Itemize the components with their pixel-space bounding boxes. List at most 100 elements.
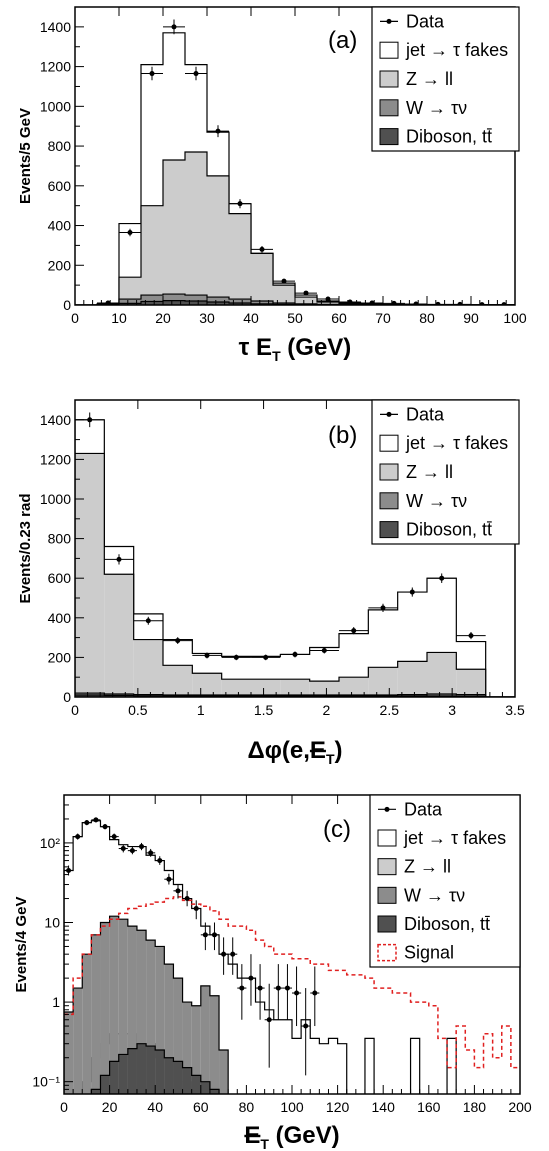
x-axis-label-sub: T	[326, 751, 335, 767]
data-point	[129, 848, 135, 854]
stack-bar-w-	[136, 930, 147, 1094]
panel-label: (c)	[323, 816, 351, 843]
y-tick-label: 1400	[40, 412, 71, 428]
stack-bar-diboson-tt-	[173, 1061, 183, 1094]
y-axis-label: Events/0.23 rad	[17, 493, 34, 603]
data-point	[148, 850, 154, 856]
data-point	[175, 888, 181, 894]
legend-label: Z → ll	[406, 462, 453, 482]
data-point	[84, 820, 90, 826]
y-tick-label: 800	[48, 531, 72, 547]
data-point	[211, 932, 217, 938]
stack-bar-diboson-tt-	[207, 302, 229, 305]
stack-bar-w-	[164, 964, 174, 1094]
stack-bar-w-	[229, 299, 251, 305]
legend-swatch-signal	[377, 943, 397, 962]
legend-label: Z → ll	[406, 69, 453, 89]
x-tick-label: 160	[417, 1099, 441, 1115]
data-point	[294, 990, 300, 996]
x-tick-label: 60	[331, 310, 347, 326]
data-point	[435, 301, 441, 305]
stack-bar-diboson-tt-	[191, 1075, 201, 1094]
x-axis-label-main: τ E	[239, 334, 272, 361]
x-axis-label-unit: (GeV)	[269, 1122, 340, 1149]
y-tick-label: 400	[48, 610, 72, 626]
legend-swatch	[379, 41, 399, 59]
stack-bar-diboson-tt-	[104, 695, 134, 697]
data-point	[145, 618, 151, 624]
chart-panel-2: 0 0.5 1 1.5 2 2.5 3 3.5 0 200 400 600 800 1000 1200 140…	[17, 399, 525, 767]
stack-bar-z-ll	[221, 679, 251, 697]
data-point	[284, 985, 290, 991]
x-tick-label: 120	[326, 1099, 350, 1115]
stack-bar-jet-fakes	[310, 1038, 320, 1094]
stack-bar-diboson-tt-	[109, 1061, 119, 1094]
stack-bar-w-	[127, 926, 137, 1094]
stack-bar-jet-fakes	[228, 964, 238, 1094]
data-point	[409, 589, 415, 595]
stack-bar-w-	[141, 295, 163, 305]
stack-bar-z-ll	[317, 302, 339, 305]
stack-bar-jet-fakes	[73, 836, 83, 1094]
stack-bar-diboson-tt-	[136, 1043, 147, 1094]
x-tick-label: 1.5	[254, 702, 274, 718]
data-point	[204, 652, 210, 658]
legend-swatch	[377, 829, 397, 847]
legend-label: Diboson, tt̄	[406, 520, 492, 540]
legend-swatch	[379, 521, 399, 539]
stack-bar-jet-fakes	[328, 1038, 338, 1094]
data-point	[239, 985, 245, 991]
legend-label: jet → τ fakes	[405, 433, 508, 453]
stack-bar-w-	[251, 301, 273, 305]
legend-data-marker	[384, 806, 390, 812]
y-tick-label: 600	[48, 178, 72, 194]
stack-bar-jet-fakes	[182, 898, 192, 1094]
y-tick-label: 0	[63, 689, 71, 705]
stack-outline-w-	[75, 293, 515, 305]
data-point	[275, 985, 281, 991]
data-point	[248, 975, 254, 981]
chart-panel-3: 0 20 40 60 80 100 120 140 160 180 200 10⁻¹ 1 10 10² Eve…	[13, 794, 532, 1151]
data-point	[312, 990, 318, 996]
stack-outline-w-	[75, 692, 515, 697]
stack-bar-jet-fakes	[64, 870, 74, 1094]
data-point	[266, 1017, 272, 1023]
y-tick-label: 1	[52, 994, 60, 1010]
y-tick-label: 10	[44, 915, 60, 931]
data-point	[380, 605, 386, 611]
stack-bar-z-ll	[192, 673, 222, 697]
stack-bar-diboson-tt-	[91, 1089, 101, 1094]
stack-bar-w-	[82, 954, 92, 1094]
data-point	[111, 834, 117, 840]
stack-bar-jet-fakes	[237, 978, 247, 1094]
plot-frame	[74, 399, 516, 698]
stack-bar-z-ll	[185, 152, 207, 305]
stack-bar-z-ll	[207, 175, 229, 305]
stack-bar-w-	[73, 988, 83, 1094]
y-axis-label: Events/5 GeV	[17, 108, 34, 204]
data-point	[303, 290, 309, 296]
stack-bar-diboson-tt-	[118, 1054, 128, 1094]
stack-bar-z-ll	[273, 285, 295, 305]
stack-bar-diboson-tt-	[127, 1048, 137, 1094]
stack-bar-w-	[64, 1012, 74, 1094]
y-tick-label: 600	[48, 570, 72, 586]
stack-bar-z-ll	[309, 681, 339, 697]
stack-bar-diboson-tt-	[75, 695, 105, 697]
stack-bar-diboson-tt-	[141, 301, 163, 305]
x-tick-label: 100	[503, 310, 527, 326]
stack-bar-w-	[185, 295, 207, 305]
y-tick-label: 1000	[40, 98, 71, 114]
x-tick-label: 20	[155, 310, 171, 326]
x-tick-label: 3	[448, 702, 456, 718]
legend-swatch	[379, 492, 399, 510]
stack-bar-w-	[191, 1005, 201, 1094]
y-tick-label: 1000	[40, 491, 71, 507]
x-axis-label: Δφ(e,ET)	[247, 737, 342, 767]
data-point	[347, 299, 353, 305]
stack-bar-z-ll	[368, 667, 398, 697]
legend-label: Diboson, tt̄	[404, 914, 490, 934]
x-tick-label: 40	[147, 1099, 163, 1115]
data-point	[259, 246, 265, 252]
y-tick-label: 0	[63, 297, 71, 313]
